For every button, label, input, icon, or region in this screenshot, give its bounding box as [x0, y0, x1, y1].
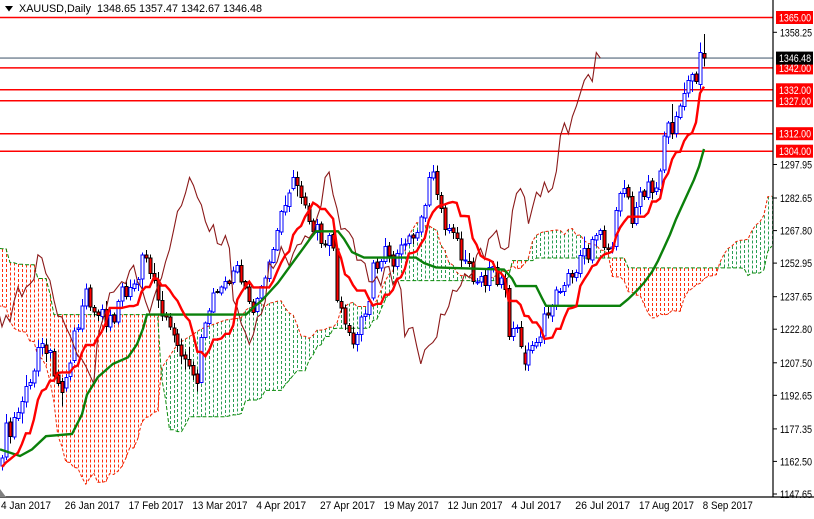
svg-text:17 Feb 2017: 17 Feb 2017 — [129, 500, 184, 512]
svg-text:12 Jun 2017: 12 Jun 2017 — [448, 500, 503, 512]
svg-text:1342.00: 1342.00 — [779, 63, 811, 75]
svg-text:27 Apr 2017: 27 Apr 2017 — [320, 500, 375, 512]
svg-text:1237.65: 1237.65 — [780, 292, 812, 304]
svg-text:1297.95: 1297.95 — [780, 160, 812, 172]
svg-text:1304.00: 1304.00 — [779, 146, 811, 158]
svg-text:1327.00: 1327.00 — [779, 96, 811, 108]
svg-text:1252.95: 1252.95 — [780, 258, 812, 270]
svg-text:1346.48: 1346.48 — [779, 53, 811, 65]
svg-text:1147.65: 1147.65 — [780, 489, 812, 501]
svg-text:1267.80: 1267.80 — [780, 226, 812, 238]
svg-text:13 Mar 2017: 13 Mar 2017 — [192, 500, 247, 512]
svg-text:26 Jul 2017: 26 Jul 2017 — [575, 500, 630, 512]
svg-text:19 May 2017: 19 May 2017 — [384, 500, 439, 512]
svg-text:4 Jan 2017: 4 Jan 2017 — [1, 500, 51, 512]
svg-text:17 Aug 2017: 17 Aug 2017 — [639, 500, 694, 512]
svg-text:1358.25: 1358.25 — [780, 27, 812, 39]
svg-text:8 Sep 2017: 8 Sep 2017 — [703, 500, 753, 512]
svg-text:1177.35: 1177.35 — [780, 424, 812, 436]
svg-text:26 Jan 2017: 26 Jan 2017 — [65, 500, 120, 512]
svg-text:4 Apr 2017: 4 Apr 2017 — [256, 500, 306, 512]
svg-text:1192.65: 1192.65 — [780, 390, 812, 402]
svg-text:1312.00: 1312.00 — [779, 129, 811, 141]
svg-text:4 Jul 2017: 4 Jul 2017 — [511, 500, 561, 512]
svg-text:1222.80: 1222.80 — [780, 324, 812, 336]
svg-text:1365.00: 1365.00 — [779, 13, 811, 25]
svg-text:1207.50: 1207.50 — [780, 358, 812, 370]
svg-text:1282.65: 1282.65 — [780, 193, 812, 205]
svg-text:XAUUSD,Daily 1348.65 1357.47: XAUUSD,Daily 1348.65 1357.47 1342.67 134… — [19, 3, 262, 15]
svg-text:1332.00: 1332.00 — [779, 85, 811, 97]
svg-text:1162.50: 1162.50 — [780, 456, 812, 468]
